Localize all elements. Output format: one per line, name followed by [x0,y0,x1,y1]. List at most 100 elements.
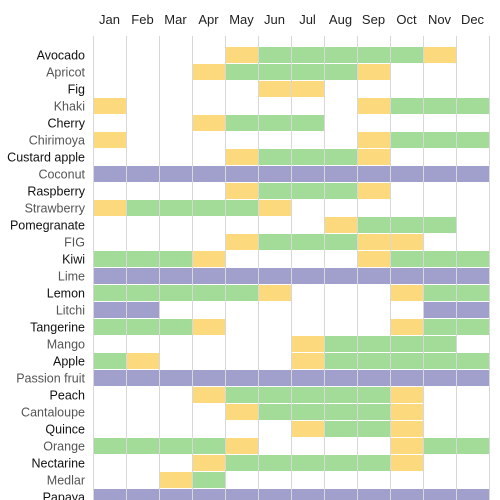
heat-cell [258,285,291,301]
heat-cell [456,98,489,114]
heat-cell [357,251,390,267]
fruit-label: Litchi [56,304,85,318]
heat-cell [225,438,258,454]
heat-cell [225,404,258,420]
heat-cell [390,268,423,284]
heat-cell [225,285,258,301]
heat-cell [456,489,489,500]
heat-cell [423,336,456,352]
heat-cell [225,64,258,80]
fruit-label: Quince [45,423,85,437]
heat-cell [390,353,423,369]
fruit-label: Avocado [37,49,85,63]
heat-cell [225,489,258,500]
heat-cell [357,98,390,114]
heat-cell [390,98,423,114]
heat-cell [324,421,357,437]
heat-cell [324,234,357,250]
heat-cell [456,285,489,301]
fruit-label: Apple [53,355,85,369]
fruit-label: FIG [64,236,85,250]
heat-cell [291,47,324,63]
heat-cell [93,370,126,386]
heat-cell [324,370,357,386]
heat-cell [258,47,291,63]
heat-cell [258,370,291,386]
heat-cell [93,285,126,301]
heat-cell [258,489,291,500]
fruit-label: Pomegranate [10,219,85,233]
heat-cell [192,200,225,216]
month-label-apr: Apr [198,12,219,27]
heat-cell [225,234,258,250]
heat-cell [423,132,456,148]
heat-cell [423,319,456,335]
heat-cell [390,455,423,471]
fruit-label: Lime [58,270,85,284]
heat-cell [357,64,390,80]
fruit-label: Mango [47,338,85,352]
heat-cell [159,200,192,216]
heat-cell [291,149,324,165]
month-axis: Jan Feb Mar Apr May Jun Jul Aug Sep Oct Nov Dec [99,12,485,27]
heat-cell [291,115,324,131]
heat-cell [357,132,390,148]
heat-cell [423,98,456,114]
heat-cell [291,353,324,369]
heat-cell [159,438,192,454]
heat-cell [93,98,126,114]
heat-cell [291,81,324,97]
heat-cell [159,319,192,335]
heat-cell [192,472,225,488]
heat-cell [192,251,225,267]
heat-cell [258,149,291,165]
heat-cell [126,438,159,454]
heat-cell [258,183,291,199]
heat-cell [357,47,390,63]
heat-cell [225,387,258,403]
heat-cell [456,132,489,148]
heat-cell [324,149,357,165]
heat-cell [390,132,423,148]
heat-cell [126,319,159,335]
month-label-jul: Jul [299,12,316,27]
heat-cell [93,268,126,284]
heat-cell [93,302,126,318]
heat-cell [291,404,324,420]
month-label-aug: Aug [329,12,352,27]
heat-cell [192,387,225,403]
heat-cell [357,353,390,369]
month-label-nov: Nov [428,12,452,27]
heatmap-cells [93,47,489,500]
heat-cell [258,64,291,80]
heat-cell [324,336,357,352]
fruit-label: Orange [43,440,85,454]
heat-cell [324,455,357,471]
fruit-label: Fig [68,83,85,97]
heat-cell [126,489,159,500]
heat-cell [159,285,192,301]
heat-cell [390,421,423,437]
heat-cell [357,489,390,500]
month-label-oct: Oct [396,12,417,27]
heat-cell [258,455,291,471]
heat-cell [93,200,126,216]
heat-cell [291,455,324,471]
heat-cell [126,370,159,386]
fruit-label: Peach [50,389,85,403]
heat-cell [291,234,324,250]
heat-cell [159,489,192,500]
heat-cell [225,455,258,471]
heat-cell [423,166,456,182]
heat-cell [258,166,291,182]
heat-cell [324,268,357,284]
heat-cell [324,404,357,420]
fruit-label: Custard apple [7,151,85,165]
heat-cell [93,438,126,454]
month-gridlines [93,36,490,500]
heat-cell [357,234,390,250]
heat-cell [324,217,357,233]
heat-cell [258,404,291,420]
heat-cell [423,47,456,63]
